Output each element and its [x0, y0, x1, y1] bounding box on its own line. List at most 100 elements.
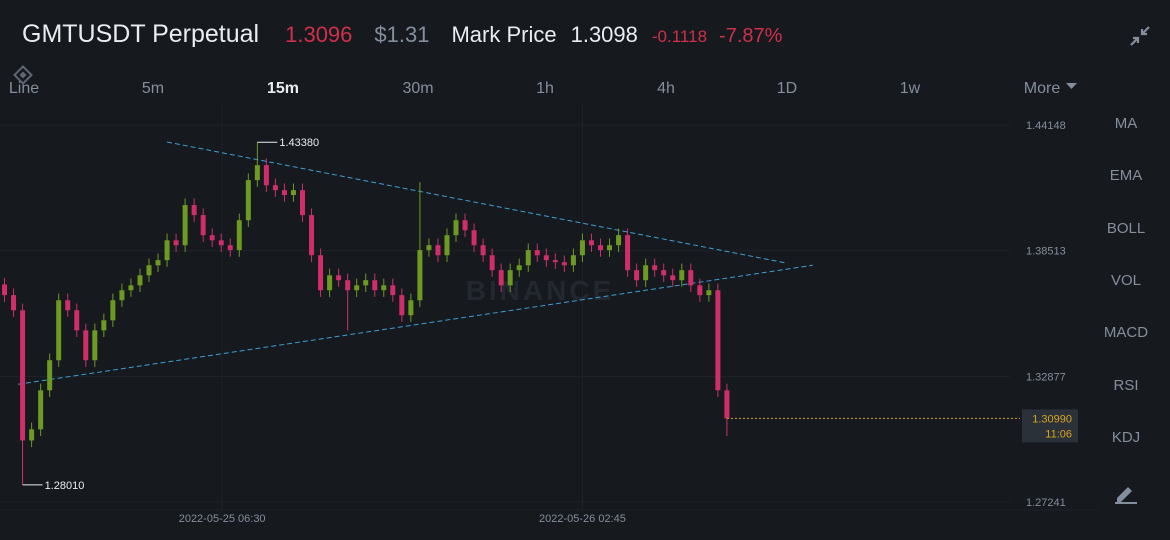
- candle-body: [480, 245, 486, 256]
- interval-option[interactable]: Line: [8, 80, 40, 97]
- interval-option[interactable]: 5m: [141, 80, 165, 97]
- mark-price: 1.3098: [570, 22, 638, 47]
- candle-body: [525, 250, 531, 266]
- indicator-option[interactable]: EMA: [1109, 167, 1143, 185]
- candle-body: [56, 300, 62, 361]
- candle-body: [471, 230, 477, 246]
- interval-option[interactable]: 1w: [899, 80, 921, 97]
- indicator-option[interactable]: MA: [1114, 115, 1138, 132]
- candle-body: [191, 205, 197, 216]
- change: -0.1118: [651, 27, 708, 46]
- candle-body: [426, 245, 432, 251]
- candle-body: [616, 235, 622, 246]
- chart: 1.44148 1.38513 1.32877 1.27241 2022-05-25 0…: [0, 105, 1098, 525]
- candle-body: [597, 245, 603, 251]
- candle-body: [254, 165, 260, 181]
- candle-body: [74, 310, 80, 331]
- candle-body: [661, 270, 667, 276]
- candle-body: [83, 330, 89, 361]
- candle-body: [309, 215, 315, 256]
- interval-option[interactable]: More: [1023, 80, 1061, 97]
- trendline: [166, 141, 788, 264]
- candle-body: [679, 270, 685, 281]
- x-tick-label: 2022-05-25 06:30: [179, 513, 266, 525]
- candle-body: [209, 235, 215, 241]
- candle-body: [281, 190, 287, 196]
- candle-body: [29, 429, 35, 441]
- candle-body: [263, 165, 269, 186]
- candle-body: [336, 275, 342, 281]
- candle-body: [381, 285, 387, 291]
- candle-body: [607, 245, 613, 251]
- indicator-option[interactable]: RSI: [1113, 376, 1139, 394]
- candle-body: [155, 260, 161, 266]
- symbol: GMTUSDT Perpetual: [22, 20, 260, 48]
- indicator-option[interactable]: MACD: [1103, 324, 1149, 342]
- interval-option[interactable]: 1h: [536, 80, 554, 97]
- header: GMTUSDT Perpetual 1.3096 $1.31 Mark Pric…: [22, 20, 804, 54]
- indicator-option[interactable]: KDJ: [1111, 428, 1141, 446]
- candle-body: [408, 300, 414, 316]
- candle-body: [588, 240, 594, 246]
- y-tick-label: 1.27241: [1026, 497, 1066, 509]
- candle-body: [65, 300, 71, 311]
- draw-tool-icon[interactable]: [1112, 481, 1140, 505]
- last-price-label: 1.30990: [1032, 413, 1072, 425]
- candle-body: [462, 220, 468, 231]
- candle-body: [119, 290, 125, 301]
- candle-body: [92, 330, 98, 361]
- interval-option[interactable]: 1D: [776, 80, 798, 97]
- candle-body: [435, 245, 441, 256]
- candle-body: [182, 205, 188, 246]
- candle-body: [372, 280, 378, 291]
- candle-body: [498, 270, 504, 286]
- y-tick-label: 1.38513: [1026, 246, 1066, 258]
- candle-body: [318, 255, 324, 291]
- candle-body: [570, 255, 576, 266]
- candle-body: [363, 280, 369, 286]
- candle-body: [697, 285, 703, 296]
- collapse-icon[interactable]: [1128, 24, 1152, 48]
- candle-body: [634, 270, 640, 281]
- interval-toolbar: Line 5m 15m 30m 1h 4h 1D 1w More: [0, 78, 1090, 100]
- candle-body: [561, 262, 567, 266]
- candle-body: [327, 275, 333, 291]
- binance-logo: [13, 65, 33, 85]
- candle-body: [137, 275, 143, 286]
- last-price-box: [1022, 409, 1078, 443]
- candle-body: [227, 245, 233, 251]
- indicator-option[interactable]: BOLL: [1106, 219, 1146, 237]
- candle-body: [688, 270, 694, 286]
- candle-body: [200, 215, 206, 236]
- candle-body: [110, 300, 116, 321]
- candle-body: [579, 240, 585, 256]
- candle-body: [272, 185, 278, 191]
- interval-option[interactable]: 4h: [657, 80, 675, 97]
- candle-body: [444, 235, 450, 256]
- candle-body: [300, 190, 306, 216]
- candle-body: [453, 220, 459, 236]
- candle-body: [218, 240, 224, 246]
- usd-price: $1.31: [374, 22, 430, 47]
- candle-body: [643, 265, 649, 281]
- indicator-option[interactable]: VOL: [1110, 271, 1141, 289]
- candle-body: [354, 285, 360, 291]
- candle-body: [543, 255, 549, 261]
- mark-label: Mark Price: [451, 22, 557, 47]
- y-tick-label: 1.32877: [1026, 371, 1066, 383]
- trendline: [17, 264, 813, 385]
- candle-body: [128, 285, 134, 291]
- interval-option[interactable]: 30m: [402, 80, 434, 97]
- more-caret[interactable]: [1066, 82, 1078, 92]
- candle-body: [552, 260, 558, 263]
- extreme-label: 1.43380: [279, 137, 319, 149]
- candle-body: [724, 390, 730, 419]
- candle-body: [146, 265, 152, 276]
- interval-option[interactable]: 15m: [266, 80, 300, 97]
- candle-body: [38, 390, 44, 430]
- last-price: 1.3096: [285, 22, 353, 47]
- candle-body: [20, 310, 26, 441]
- candle-body: [652, 265, 658, 271]
- candle-body: [625, 235, 631, 271]
